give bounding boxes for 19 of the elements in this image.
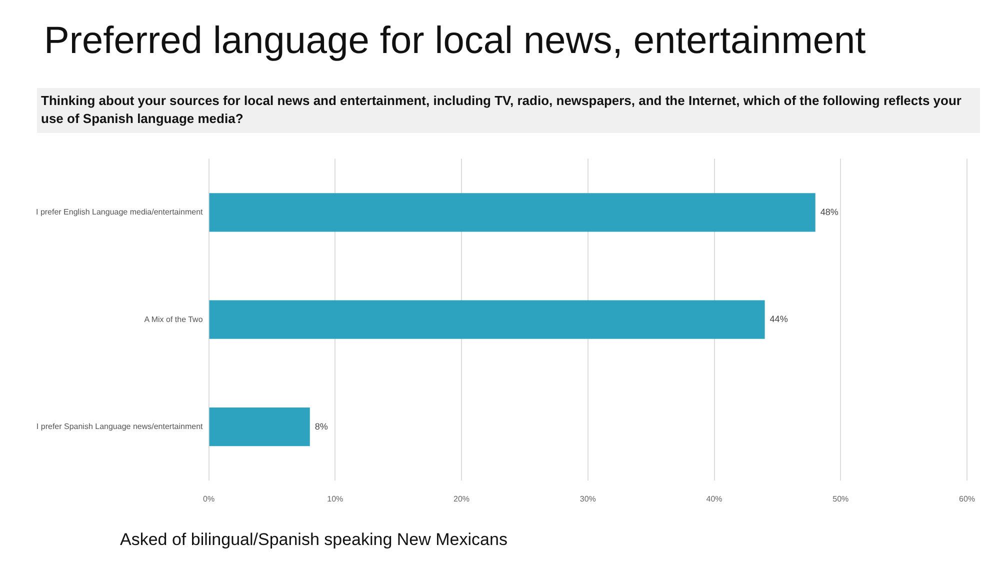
text: Asked of bilingual/Spanish speaking New Mexicans [120, 530, 508, 550]
bar [209, 300, 765, 339]
y-tick-label: A Mix of the Two [144, 314, 204, 324]
x-tick-label: 0% [202, 494, 215, 504]
data-label: 8% [314, 421, 328, 432]
x-tick-label: 10% [327, 494, 344, 504]
x-tick-label: 60% [958, 494, 976, 504]
y-tick-label: I prefer English Language media/entertainment [36, 208, 204, 217]
x-tick-label: 20% [454, 494, 470, 504]
chart-subtitle: Thinking about your sources for local news and entertainment, including TV, radio, newspapers, and the Internet, which of the following reflects your use of Spanish language media? [37, 88, 980, 133]
chart-title: Preferred language for local news, entertainment [44, 20, 866, 63]
x-tick-label: 50% [832, 494, 849, 504]
y-tick-label: I prefer Spanish Language news/entertainment [36, 422, 204, 432]
data-label: 44% [770, 314, 788, 324]
data-label: 48% [820, 206, 838, 217]
x-tick-label: 30% [580, 494, 596, 504]
x-tick-label: 40% [706, 494, 722, 504]
bar [209, 193, 816, 232]
bar [209, 408, 310, 446]
